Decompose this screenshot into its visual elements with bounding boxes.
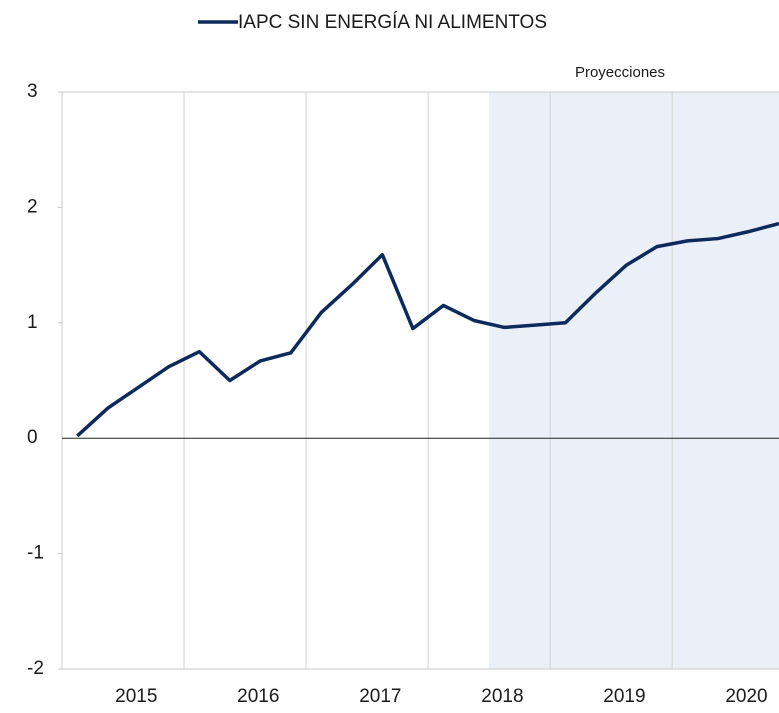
x-tick-label: 2019: [603, 686, 645, 707]
projection-shade: [489, 92, 779, 669]
y-tick-label: 1: [27, 312, 38, 333]
annotation: Proyecciones: [575, 64, 665, 81]
y-tick-label: 3: [27, 81, 38, 102]
x-tick-label: 2017: [359, 686, 401, 707]
y-tick-label: -1: [27, 543, 44, 564]
x-tick-label: 2016: [237, 686, 279, 707]
x-tick-label: 2020: [725, 686, 767, 707]
x-tick-label: 2018: [481, 686, 523, 707]
y-tick-label: -2: [27, 658, 44, 679]
y-tick-label: 0: [27, 427, 38, 448]
y-tick-label: 2: [27, 196, 38, 217]
x-tick-label: 2015: [115, 686, 157, 707]
legend-label: IAPC SIN ENERGÍA NI ALIMENTOS: [238, 12, 547, 33]
line: [76, 221, 779, 438]
